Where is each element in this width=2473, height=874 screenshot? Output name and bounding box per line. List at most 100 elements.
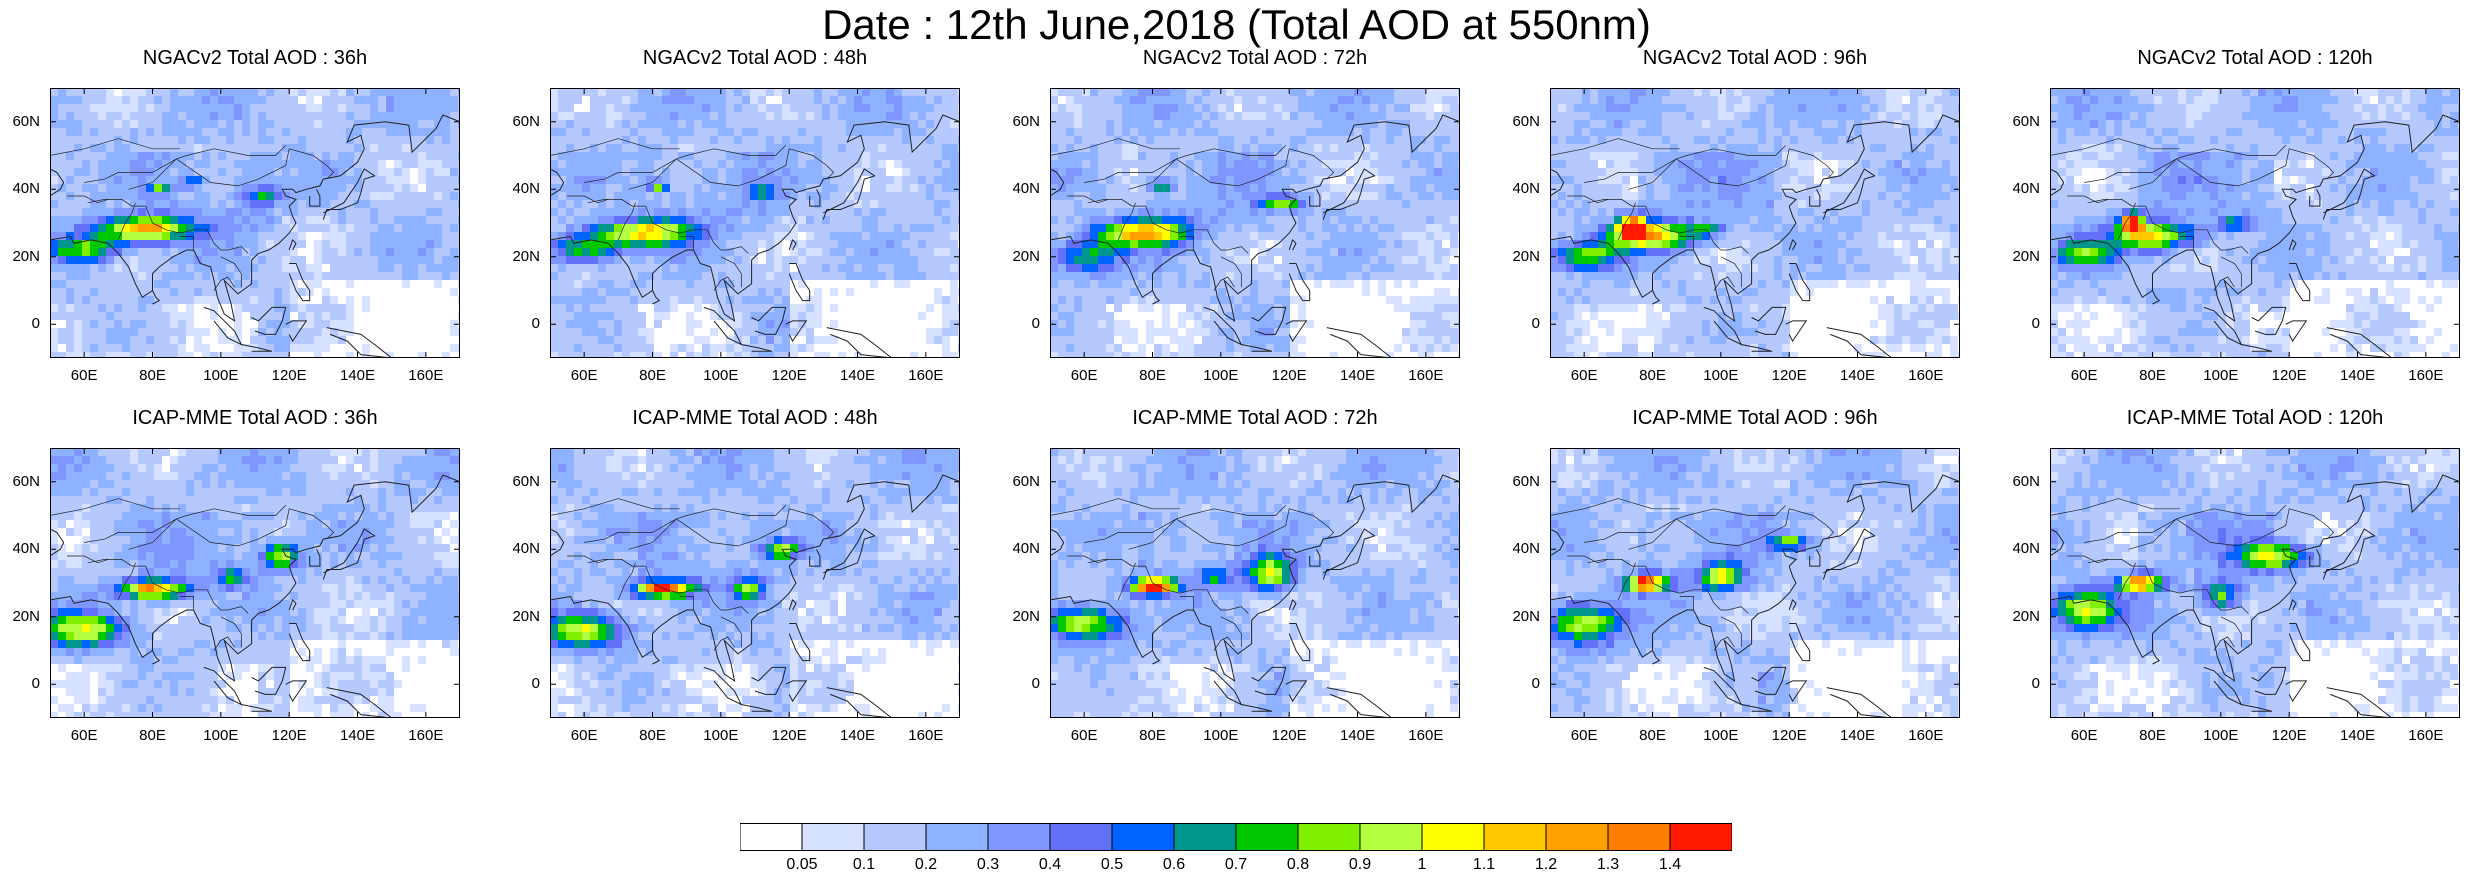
aod-field bbox=[550, 88, 960, 358]
coastline bbox=[1652, 650, 1661, 665]
coastline bbox=[1788, 238, 1797, 251]
map-frame bbox=[550, 448, 960, 718]
colorbar-swatch bbox=[1607, 823, 1671, 851]
map-frame bbox=[50, 88, 460, 358]
colorbar-swatch bbox=[1297, 823, 1361, 851]
country-border bbox=[220, 246, 249, 254]
country-border bbox=[2050, 498, 2180, 516]
coastline bbox=[1322, 528, 1376, 580]
coastline bbox=[1788, 598, 1797, 611]
aod-field bbox=[2050, 448, 2460, 718]
lat-tick-label: 40N bbox=[12, 540, 40, 558]
colorbar-swatch bbox=[1483, 823, 1547, 851]
coastline bbox=[288, 623, 311, 662]
country-border bbox=[1617, 202, 1636, 241]
lon-tick-label: 100E bbox=[203, 727, 239, 744]
coastline bbox=[322, 168, 376, 220]
coastline bbox=[1251, 666, 1287, 695]
coastline bbox=[741, 704, 773, 712]
coastline bbox=[1822, 168, 1876, 220]
coastline bbox=[788, 598, 797, 611]
lon-tick-label: 140E bbox=[2339, 367, 2376, 384]
colorbar-swatch bbox=[1421, 823, 1485, 851]
map-panel: ICAP-MME Total AOD : 96h 0 20N 40N 60N 60E 80E… bbox=[1500, 406, 1970, 756]
coastline bbox=[1703, 666, 1743, 706]
coastline bbox=[50, 528, 65, 557]
colorbar-label: 0.9 bbox=[1348, 856, 1372, 873]
coastline bbox=[2288, 238, 2297, 251]
country-border bbox=[2050, 138, 2180, 156]
panel-title: ICAP-MME Total AOD : 36h bbox=[132, 407, 378, 429]
coastline bbox=[1241, 704, 1273, 712]
aod-map bbox=[550, 88, 960, 358]
colorbar-label: 0.8 bbox=[1286, 856, 1310, 873]
coastline bbox=[652, 650, 661, 665]
coastline bbox=[1322, 168, 1376, 220]
lon-tick-label: 140E bbox=[339, 367, 376, 384]
coastline bbox=[785, 680, 808, 703]
lon-tick-label: 120E bbox=[271, 727, 307, 744]
lon-tick-label: 160E bbox=[408, 727, 444, 744]
lon-tick-label: 100E bbox=[1203, 727, 1239, 744]
aod-map bbox=[1550, 88, 1960, 358]
country-border bbox=[1617, 562, 1636, 601]
lat-tick-label: 20N bbox=[1012, 247, 1040, 265]
lon-tick-label: 100E bbox=[1203, 367, 1239, 384]
lon-tick-label: 80E bbox=[1639, 727, 1666, 744]
coastline bbox=[826, 327, 893, 358]
aod-field bbox=[50, 448, 460, 718]
country-border bbox=[1720, 616, 1742, 648]
country-border bbox=[713, 636, 735, 651]
aod-map bbox=[1050, 448, 1460, 718]
lon-tick-label: 80E bbox=[139, 727, 166, 744]
lon-tick-label: 60E bbox=[570, 367, 598, 384]
coastline bbox=[550, 528, 565, 557]
country-border bbox=[617, 562, 636, 601]
panel-title: NGACv2 Total AOD : 120h bbox=[2137, 47, 2373, 69]
lon-tick-label: 160E bbox=[1908, 367, 1944, 384]
colorbar-swatch bbox=[863, 823, 927, 851]
country-border bbox=[1628, 148, 1835, 190]
country-border bbox=[220, 256, 242, 288]
coastline bbox=[50, 168, 65, 197]
country-border bbox=[567, 555, 609, 564]
country-border bbox=[1679, 236, 1694, 250]
lon-tick-label: 160E bbox=[1408, 367, 1444, 384]
aod-field bbox=[1050, 448, 1460, 718]
country-border bbox=[220, 616, 242, 648]
coastline bbox=[652, 290, 661, 305]
lon-tick-label: 160E bbox=[2408, 367, 2444, 384]
country-border bbox=[1050, 498, 1180, 516]
lat-tick-label: 40N bbox=[2012, 180, 2040, 198]
aod-field bbox=[50, 88, 460, 358]
coastline bbox=[2050, 114, 2460, 322]
coastline bbox=[2288, 623, 2311, 662]
lon-tick-label: 120E bbox=[771, 727, 807, 744]
lat-tick-label: 20N bbox=[2012, 607, 2040, 625]
country-border bbox=[1713, 636, 1735, 651]
lon-tick-label: 60E bbox=[1570, 367, 1598, 384]
panel-title: ICAP-MME Total AOD : 120h bbox=[2126, 407, 2384, 429]
country-border bbox=[1220, 606, 1249, 614]
country-border bbox=[87, 199, 222, 251]
lon-tick-label: 80E bbox=[639, 727, 666, 744]
aod-field bbox=[2050, 88, 2460, 358]
coastline bbox=[1203, 666, 1243, 706]
lon-tick-label: 100E bbox=[1703, 727, 1739, 744]
coastline bbox=[2251, 666, 2287, 695]
map-panel: ICAP-MME Total AOD : 72h 0 20N 40N 60N 60E 80E… bbox=[1000, 406, 1470, 756]
aod-field bbox=[1050, 88, 1460, 358]
lon-tick-label: 140E bbox=[1339, 367, 1376, 384]
country-border bbox=[2128, 508, 2335, 550]
country-border bbox=[1720, 606, 1749, 614]
country-border bbox=[1720, 256, 1742, 288]
lon-tick-label: 80E bbox=[639, 367, 666, 384]
coastline bbox=[2050, 168, 2065, 197]
country-border bbox=[1087, 199, 1222, 251]
country-border bbox=[679, 236, 694, 250]
country-border bbox=[1550, 498, 1680, 516]
lon-tick-label: 140E bbox=[839, 367, 876, 384]
coastline bbox=[703, 666, 743, 706]
lon-tick-label: 80E bbox=[1139, 367, 1166, 384]
panel-title: ICAP-MME Total AOD : 72h bbox=[1132, 407, 1378, 429]
